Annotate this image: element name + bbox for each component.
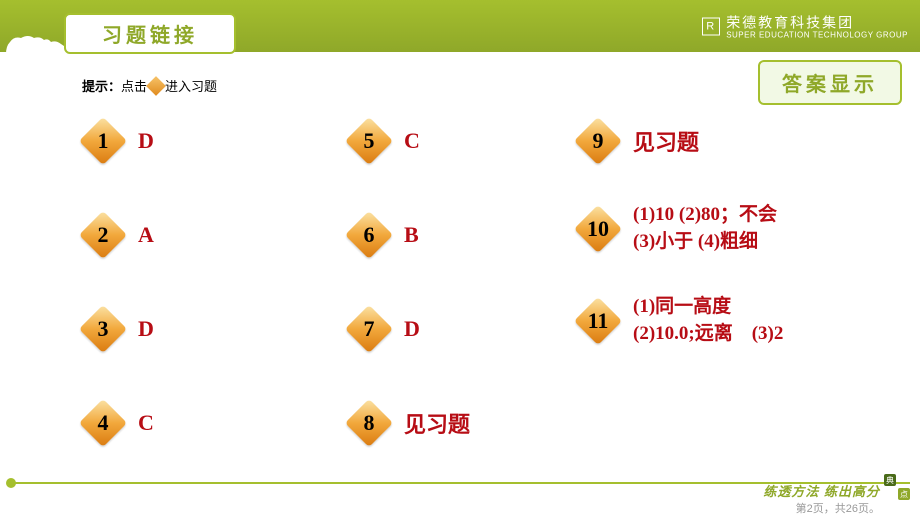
question-item-6[interactable]: 6B [346, 212, 419, 258]
header-bar: 习题链接 R 荣德教育科技集团 SUPER EDUCATION TECHNOLO… [0, 0, 920, 52]
question-answer: 见习题 [404, 407, 470, 439]
hint-label: 提示： [82, 76, 121, 95]
question-answer: B [404, 222, 419, 248]
question-diamond-icon[interactable]: 2 [80, 212, 126, 258]
question-answer: A [138, 222, 154, 248]
question-diamond-icon[interactable]: 6 [346, 212, 392, 258]
question-diamond-icon[interactable]: 4 [80, 400, 126, 446]
question-answer: 见习题 [633, 125, 699, 157]
answer-display-badge[interactable]: 答案显示 [758, 60, 902, 105]
question-item-5[interactable]: 5C [346, 118, 420, 164]
question-item-11[interactable]: 11 (1)同一高度(2)10.0;远离 (3)2 [575, 294, 783, 347]
brand-subtext: SUPER EDUCATION TECHNOLOGY GROUP [726, 31, 908, 40]
question-item-7[interactable]: 7D [346, 306, 420, 352]
question-answer: C [404, 128, 420, 154]
page-title-pill: 习题链接 [64, 13, 236, 54]
question-diamond-icon[interactable]: 1 [80, 118, 126, 164]
question-item-3[interactable]: 3D [80, 306, 154, 352]
question-answer: D [404, 316, 420, 342]
question-number: 3 [98, 316, 109, 342]
hint-before: 点击 [121, 76, 147, 95]
question-number: 8 [364, 410, 375, 436]
question-diamond-icon[interactable]: 8 [346, 400, 392, 446]
footer-stamp-icon: 典 点 [882, 472, 914, 504]
question-diamond-icon[interactable]: 3 [80, 306, 126, 352]
question-number: 2 [98, 222, 109, 248]
question-item-9[interactable]: 9 见习题 [575, 118, 699, 164]
question-number: 5 [364, 128, 375, 154]
question-answer: (1)10 (2)80；不会(3)小于 (4)粗细 [633, 202, 777, 255]
diamond-icon [146, 76, 166, 96]
question-diamond-icon[interactable]: 7 [346, 306, 392, 352]
question-item-4[interactable]: 4C [80, 400, 154, 446]
answer-display-label: 答案显示 [782, 74, 878, 96]
question-number: 7 [364, 316, 375, 342]
question-item-8[interactable]: 8 见习题 [346, 400, 470, 446]
question-answer: (1)同一高度(2)10.0;远离 (3)2 [633, 294, 783, 347]
question-number: 6 [364, 222, 375, 248]
question-item-2[interactable]: 2A [80, 212, 154, 258]
question-number: 4 [98, 410, 109, 436]
footer-page-indicator: 第2页，共26页。 [796, 500, 880, 516]
footer-motto: 练透方法 练出高分 [763, 481, 880, 500]
page-title: 习题链接 [102, 25, 198, 47]
question-answer: D [138, 316, 154, 342]
question-diamond-icon[interactable]: 10 [575, 206, 621, 252]
question-answer: D [138, 128, 154, 154]
brand-block: R 荣德教育科技集团 SUPER EDUCATION TECHNOLOGY GR… [702, 13, 908, 40]
question-number: 10 [587, 216, 609, 242]
question-item-10[interactable]: 10 (1)10 (2)80；不会(3)小于 (4)粗细 [575, 202, 777, 255]
hint-after: 进入习题 [165, 76, 217, 95]
question-answer: C [138, 410, 154, 436]
question-diamond-icon[interactable]: 5 [346, 118, 392, 164]
brand-logo-icon: R [702, 17, 720, 35]
question-number: 11 [588, 308, 609, 334]
svg-text:典: 典 [886, 475, 894, 485]
question-number: 9 [593, 128, 604, 154]
brand-text: 荣德教育科技集团 [726, 15, 854, 31]
question-item-1[interactable]: 1D [80, 118, 154, 164]
question-number: 1 [98, 128, 109, 154]
question-diamond-icon[interactable]: 9 [575, 118, 621, 164]
question-diamond-icon[interactable]: 11 [575, 298, 621, 344]
svg-text:点: 点 [900, 490, 908, 499]
